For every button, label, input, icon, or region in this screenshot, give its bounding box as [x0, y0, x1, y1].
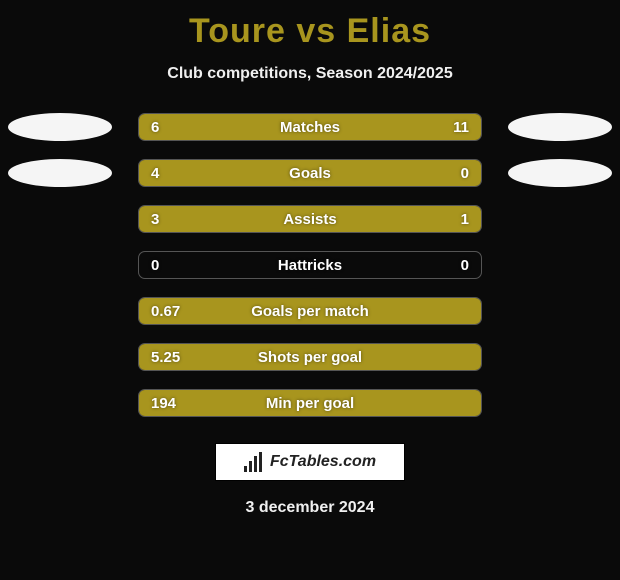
- stat-value-left: 4: [151, 160, 159, 187]
- stat-bar: 40Goals: [138, 159, 482, 187]
- bar-chart-icon: [244, 452, 264, 472]
- stat-bar: 611Matches: [138, 113, 482, 141]
- stat-bar-left-fill: [139, 390, 481, 416]
- stat-value-right: 1: [461, 206, 469, 233]
- stat-value-left: 5.25: [151, 344, 180, 371]
- stat-row: 40Goals: [0, 159, 620, 187]
- brand-badge[interactable]: FcTables.com: [215, 443, 405, 481]
- stat-value-right: 11: [453, 114, 469, 141]
- stat-bar: 194Min per goal: [138, 389, 482, 417]
- stat-bar: 5.25Shots per goal: [138, 343, 482, 371]
- stat-bar-left-fill: [139, 344, 481, 370]
- stat-bar: 31Assists: [138, 205, 482, 233]
- brand-text: FcTables.com: [270, 453, 376, 471]
- stat-row: 5.25Shots per goal: [0, 343, 620, 371]
- date-label: 3 december 2024: [0, 499, 620, 517]
- player-marker-left: [8, 113, 112, 141]
- stat-bar: 0 0Hattricks: [138, 251, 482, 279]
- stat-value-right: 0: [461, 160, 469, 187]
- stat-value-left: 0: [151, 252, 159, 279]
- stat-bar-left-fill: [139, 206, 396, 232]
- stat-row: 0 0Hattricks: [0, 251, 620, 279]
- stat-row: 31Assists: [0, 205, 620, 233]
- stat-value-left: 0.67: [151, 298, 180, 325]
- player-marker-left: [8, 159, 112, 187]
- stat-bar-left-fill: [139, 298, 481, 324]
- stat-bar-right-fill: [259, 114, 481, 140]
- stat-row: 0.67Goals per match: [0, 297, 620, 325]
- stat-row: 194Min per goal: [0, 389, 620, 417]
- stat-bar: 0.67Goals per match: [138, 297, 482, 325]
- stat-value-left: 6: [151, 114, 159, 141]
- subtitle: Club competitions, Season 2024/2025: [0, 65, 620, 83]
- player-marker-right: [508, 113, 612, 141]
- comparison-card: Toure vs Elias Club competitions, Season…: [0, 0, 620, 580]
- stat-bar-left-fill: [139, 160, 481, 186]
- stat-rows-container: 611Matches40Goals31Assists00Hattricks0.6…: [0, 113, 620, 417]
- page-title: Toure vs Elias: [0, 12, 620, 51]
- stat-row: 611Matches: [0, 113, 620, 141]
- stat-value-right: 0: [461, 252, 469, 279]
- player-marker-right: [508, 159, 612, 187]
- stat-label: Hattricks: [139, 252, 481, 279]
- stat-value-left: 194: [151, 390, 176, 417]
- stat-value-left: 3: [151, 206, 159, 233]
